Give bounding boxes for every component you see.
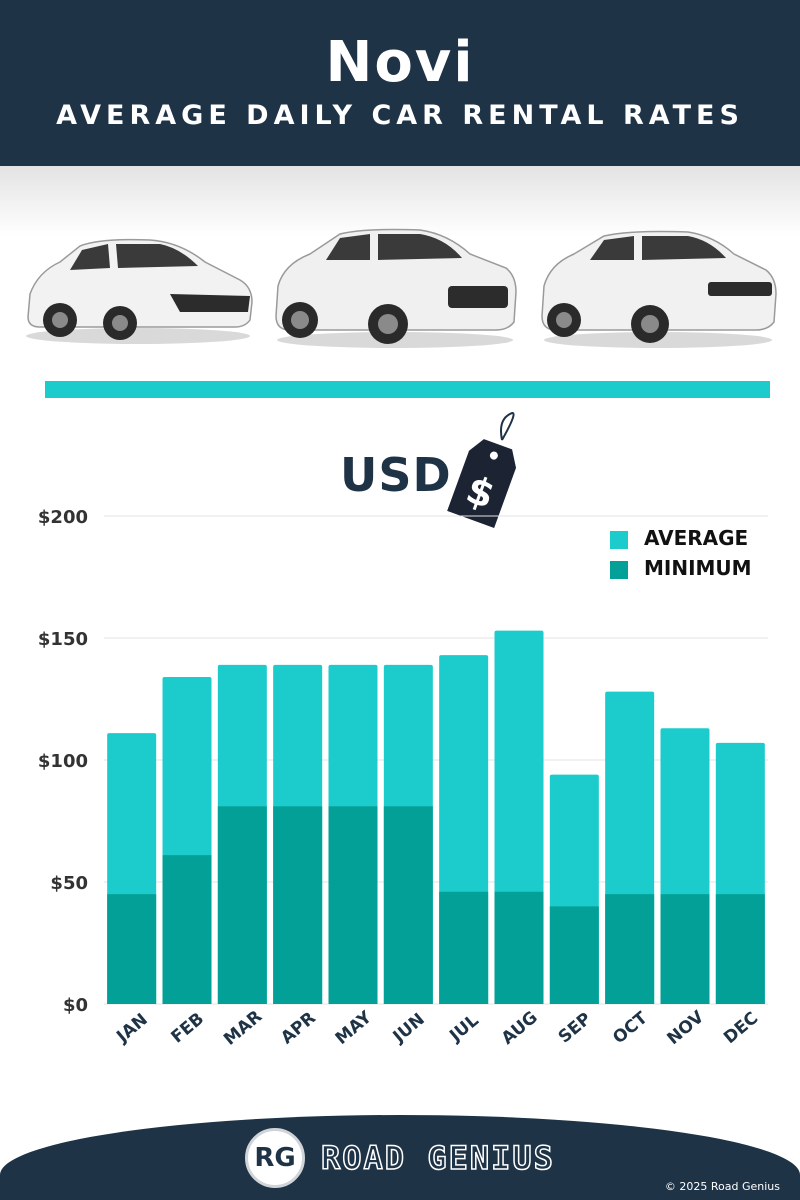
- bar-minimum: [494, 891, 544, 1004]
- x-tick-label: JUL: [445, 1010, 482, 1046]
- x-tick-label: MAY: [332, 1007, 377, 1049]
- bar-minimum: [549, 906, 599, 1004]
- bar-minimum: [439, 891, 489, 1004]
- x-tick-label: SEP: [555, 1009, 596, 1048]
- x-tick-label: JAN: [112, 1010, 151, 1048]
- hatchback-car-icon: [26, 238, 253, 344]
- car-images: [0, 166, 800, 376]
- header-banner: Novi AVERAGE DAILY CAR RENTAL RATES: [0, 0, 800, 166]
- brand-logo-icon: RG: [245, 1128, 305, 1188]
- y-tick-label: $0: [63, 995, 88, 1016]
- suv-car-icon: [275, 228, 517, 348]
- brand-name: ROAD GENIUS: [320, 1138, 555, 1178]
- crossover-car-icon: [541, 230, 777, 348]
- bar-minimum: [328, 806, 378, 1004]
- x-tick-label: OCT: [609, 1008, 652, 1048]
- bar-minimum: [715, 894, 765, 1004]
- bar-minimum: [273, 806, 323, 1004]
- y-tick-label: $50: [50, 873, 88, 894]
- legend-swatch-average: [610, 531, 628, 549]
- price-tag-icon: $: [447, 412, 517, 529]
- city-title: Novi: [325, 30, 475, 95]
- bar-minimum: [107, 894, 157, 1004]
- legend-item-minimum: MINIMUM: [610, 556, 790, 586]
- x-tick-label: APR: [277, 1008, 320, 1048]
- rental-rate-chart: $0 $50 $100 $150 $200 JAN FEB MAR APR MAY JUN JUL AU…: [38, 507, 768, 1050]
- bar-minimum: [660, 894, 710, 1004]
- x-tick-label: FEB: [167, 1009, 208, 1048]
- currency-label: USD: [340, 448, 452, 502]
- bar-minimum: [217, 806, 267, 1004]
- legend-swatch-minimum: [610, 561, 628, 579]
- x-tick-label: AUG: [498, 1008, 542, 1049]
- y-tick-label: $200: [38, 507, 88, 528]
- x-tick-label: MAR: [220, 1007, 266, 1050]
- copyright-text: © 2025 Road Genius: [664, 1180, 780, 1193]
- bar-minimum: [605, 894, 655, 1004]
- legend-label-minimum: MINIMUM: [644, 556, 752, 580]
- chart-legend: AVERAGE MINIMUM: [610, 526, 790, 586]
- y-tick-label: $100: [38, 751, 88, 772]
- bar-minimum: [162, 855, 212, 1004]
- divider-rule: [45, 381, 770, 398]
- x-tick-label: JUN: [389, 1009, 429, 1047]
- x-tick-label: DEC: [720, 1008, 762, 1048]
- bar-minimum: [383, 806, 433, 1004]
- currency-badge: USD $: [340, 410, 540, 535]
- page-subtitle: AVERAGE DAILY CAR RENTAL RATES: [56, 100, 744, 131]
- x-tick-label: NOV: [664, 1007, 709, 1049]
- legend-item-average: AVERAGE: [610, 526, 790, 556]
- brand-lockup: RG ROAD GENIUS: [245, 1125, 565, 1191]
- legend-label-average: AVERAGE: [644, 526, 749, 550]
- y-tick-label: $150: [38, 629, 88, 650]
